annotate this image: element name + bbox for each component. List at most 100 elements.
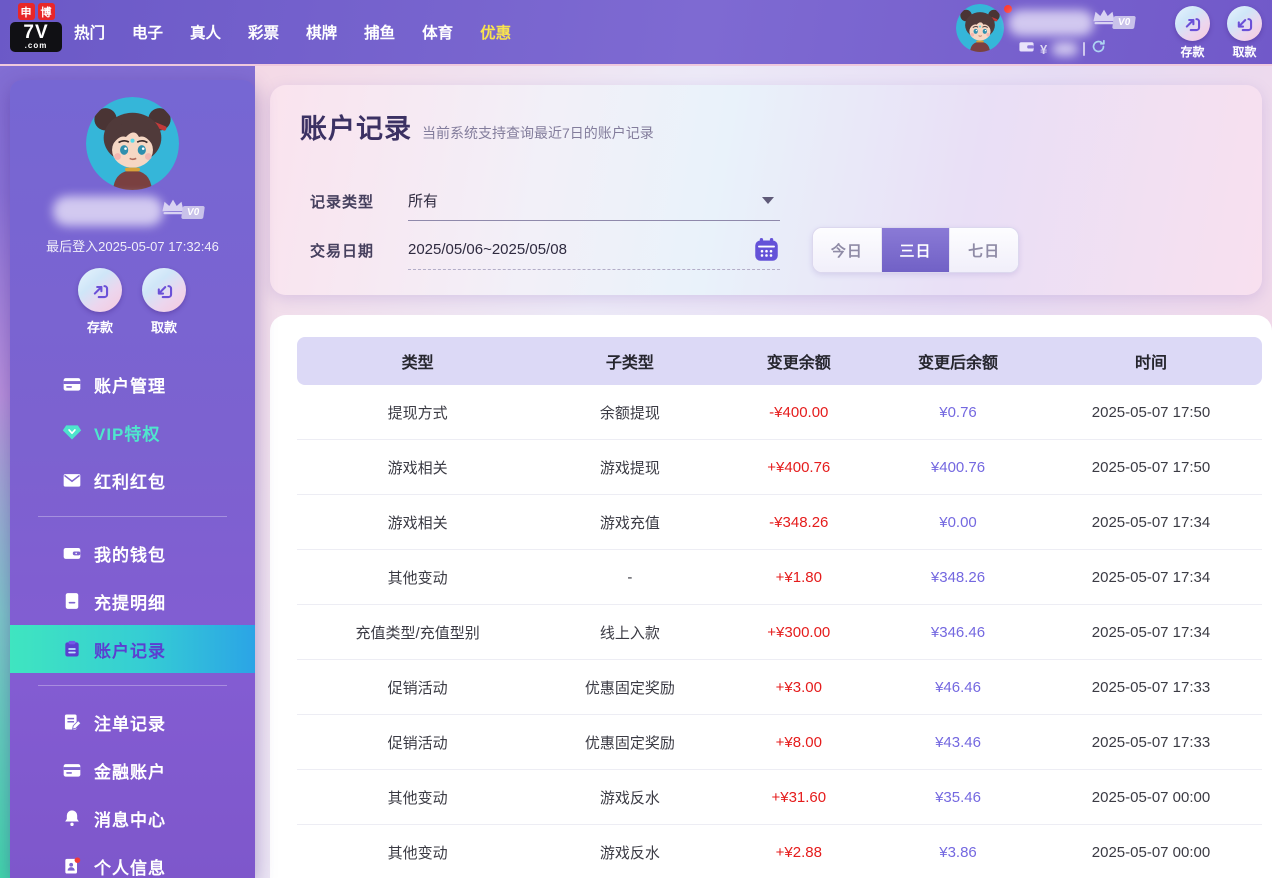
column-header: 时间	[1134, 355, 1167, 372]
filter-card: 账户记录 当前系统支持查询最近7日的账户记录 记录类型 所有 交易日期 2025…	[270, 85, 1262, 295]
bank-card-icon	[62, 374, 82, 394]
date-label: 交易日期	[310, 243, 375, 260]
vip-level-badge: V0	[181, 206, 206, 219]
cell-change-amount: +¥8.00	[775, 733, 822, 751]
bank-card-icon	[62, 760, 82, 780]
topbar-nav-item-3[interactable]: 彩票	[248, 25, 280, 42]
column-header: 变更余额	[766, 355, 831, 372]
sidebar-menu: 账户管理 VIP特权 红利红包我的钱包 充提明细 账户记录注单记录 金融账户 消息中心 个人信…	[10, 360, 255, 878]
cell-balance-after: ¥43.46	[935, 733, 981, 751]
logo-main: 7V .com	[10, 22, 62, 52]
table-row: 游戏相关 游戏充值 -¥348.26 ¥0.00 2025-05-07 17:34	[297, 495, 1262, 550]
topbar-nav-item-2[interactable]: 真人	[190, 25, 222, 42]
cell-balance-after: ¥346.46	[930, 623, 986, 641]
divider	[1083, 42, 1086, 56]
vip-level-badge: V0	[1112, 16, 1137, 29]
cell-balance-after: ¥348.26	[930, 568, 986, 586]
topbar-nav-item-7[interactable]: 优惠	[480, 25, 512, 42]
table-row: 促销活动 优惠固定奖励 +¥3.00 ¥46.46 2025-05-07 17:33	[297, 660, 1262, 715]
cell-change-amount: +¥400.76	[767, 458, 831, 476]
range-button-1[interactable]: 三日	[881, 228, 951, 272]
vip-crown-badge: V0	[1091, 8, 1137, 31]
avatar[interactable]	[86, 97, 179, 190]
logo-badge-1: 申	[17, 3, 35, 20]
date-range-group: 今日 三日 七日	[812, 227, 1019, 273]
cell-subtype: 游戏反水	[599, 789, 660, 807]
sidebar-item-personal-info[interactable]: 个人信息	[10, 842, 255, 878]
topbar-nav-item-4[interactable]: 棋牌	[306, 25, 338, 42]
user-cluster: V0 ¥	[950, 0, 1160, 66]
table-row: 充值类型/充值型别 线上入款 +¥300.00 ¥346.46 2025-05-07 1…	[297, 605, 1262, 660]
wallet-icon	[62, 543, 82, 563]
cell-subtype: 游戏充值	[599, 514, 660, 532]
clipboard-icon	[62, 639, 82, 659]
cell-time: 2025-05-07 17:34	[1091, 623, 1211, 641]
topbar-nav-item-1[interactable]: 电子	[132, 25, 164, 42]
cell-subtype: 游戏反水	[599, 844, 660, 862]
column-header: 类型	[401, 355, 434, 372]
balance-redacted	[1052, 42, 1079, 56]
cell-balance-after: ¥0.00	[939, 513, 977, 531]
sidebar-item-financial-account[interactable]: 金融账户	[10, 746, 255, 794]
cell-subtype: 优惠固定奖励	[584, 679, 675, 697]
refresh-icon[interactable]	[1090, 38, 1107, 60]
site-logo[interactable]: 申 博 7V .com	[10, 3, 62, 52]
cell-subtype: 游戏提现	[599, 459, 660, 477]
sidebar-item-my-wallet[interactable]: 我的钱包	[10, 529, 255, 577]
sidebar: V0 最后登入2025-05-07 17:32:46 存款 取款 账户管理 VIP…	[10, 80, 255, 878]
range-button-2[interactable]: 七日	[950, 228, 1018, 272]
column-header: 子类型	[605, 355, 654, 372]
cell-type: 促销活动	[387, 679, 448, 697]
sidebar-item-bet-records[interactable]: 注单记录	[10, 698, 255, 746]
sidebar-item-bonus-redpacket[interactable]: 红利红包	[10, 456, 255, 504]
cell-type: 游戏相关	[387, 514, 448, 532]
avatar[interactable]	[956, 4, 1004, 52]
crown-icon	[1091, 8, 1117, 31]
withdraw-icon	[1227, 6, 1262, 41]
topbar-nav-item-0[interactable]: 热门	[74, 25, 106, 42]
logo-badges: 申 博	[10, 3, 62, 20]
wallet-icon	[1018, 38, 1035, 60]
deposit-icon	[1175, 6, 1210, 41]
record-type-select[interactable]: 所有	[408, 181, 780, 221]
username-redacted	[1008, 10, 1094, 36]
calendar-icon[interactable]	[753, 236, 780, 263]
cell-subtype: 线上入款	[599, 624, 660, 642]
document-icon	[62, 591, 82, 611]
cell-time: 2025-05-07 17:34	[1091, 513, 1211, 531]
cell-balance-after: ¥400.76	[930, 458, 986, 476]
date-range-input[interactable]: 2025/05/06~2025/05/08	[408, 230, 780, 270]
record-type-value: 所有	[408, 193, 439, 210]
range-button-0[interactable]: 今日	[813, 228, 882, 272]
sidebar-item-vip-privileges[interactable]: VIP特权	[10, 408, 255, 456]
last-login-text: 最后登入2025-05-07 17:32:46	[46, 239, 219, 254]
crown-icon	[160, 198, 186, 221]
cell-time: 2025-05-07 17:33	[1091, 733, 1211, 751]
page-title: 账户记录	[300, 114, 412, 144]
vip-crown-badge: V0	[160, 198, 206, 221]
sidebar-item-account-management[interactable]: 账户管理	[10, 360, 255, 408]
topbar-nav-item-5[interactable]: 捕鱼	[364, 25, 396, 42]
record-type-label: 记录类型	[310, 194, 375, 211]
cell-type: 促销活动	[387, 734, 448, 752]
withdraw-button[interactable]: 取款	[142, 268, 186, 336]
sidebar-item-message-center[interactable]: 消息中心	[10, 794, 255, 842]
sidebar-item-deposit-withdraw-details[interactable]: 充提明细	[10, 577, 255, 625]
table-row: 其他变动 - +¥1.80 ¥348.26 2025-05-07 17:34	[297, 550, 1262, 605]
withdraw-button[interactable]: 取款	[1227, 6, 1262, 60]
deposit-button[interactable]: 存款	[1175, 6, 1210, 60]
topbar-nav-item-6[interactable]: 体育	[422, 25, 454, 42]
column-header: 变更后余额	[918, 355, 999, 372]
cell-time: 2025-05-07 17:50	[1091, 403, 1211, 421]
deposit-button[interactable]: 存款	[78, 268, 122, 336]
sidebar-item-account-records[interactable]: 账户记录	[10, 625, 255, 673]
bell-icon	[62, 808, 82, 828]
sidebar-quick-actions: 存款 取款	[78, 268, 186, 336]
cell-time: 2025-05-07 17:33	[1091, 678, 1211, 696]
username-redacted	[53, 196, 163, 226]
currency-symbol: ¥	[1040, 41, 1048, 57]
sidebar-divider	[38, 685, 227, 686]
page-subtitle: 当前系统支持查询最近7日的账户记录	[422, 125, 654, 141]
cell-change-amount: +¥1.80	[775, 568, 822, 586]
gem-icon	[62, 422, 82, 442]
